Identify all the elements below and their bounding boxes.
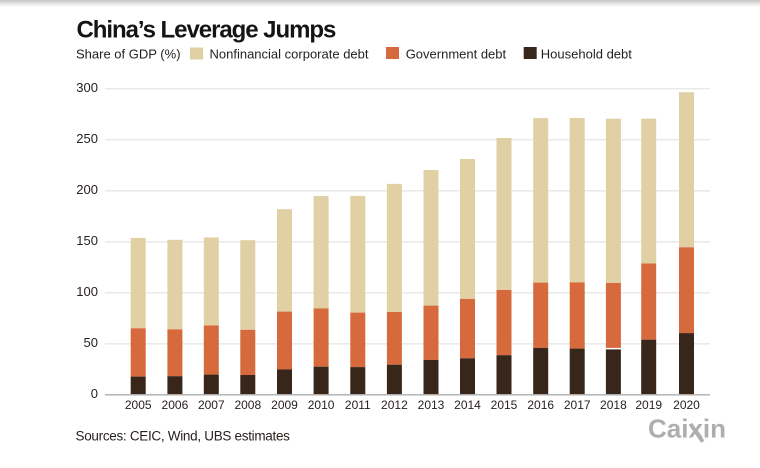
svg-text:Share of GDP (%): Share of GDP (%) <box>76 47 181 62</box>
svg-text:2006: 2006 <box>162 398 189 412</box>
svg-text:Caixin: Caixin <box>648 414 726 444</box>
svg-text:2014: 2014 <box>454 398 481 412</box>
svg-text:2010: 2010 <box>308 398 335 412</box>
svg-text:Household debt: Household debt <box>541 47 632 62</box>
svg-text:Nonfinancial corporate debt: Nonfinancial corporate debt <box>210 47 369 62</box>
svg-text:2015: 2015 <box>491 398 518 412</box>
svg-text:2012: 2012 <box>381 398 408 412</box>
svg-text:2019: 2019 <box>635 398 662 412</box>
svg-text:2005: 2005 <box>125 398 152 412</box>
svg-text:150: 150 <box>76 233 98 248</box>
svg-text:2008: 2008 <box>234 398 261 412</box>
svg-text:China’s Leverage Jumps: China’s Leverage Jumps <box>77 17 336 44</box>
svg-text:2007: 2007 <box>198 398 225 412</box>
svg-text:2009: 2009 <box>271 398 298 412</box>
svg-text:2018: 2018 <box>600 398 627 412</box>
svg-text:2017: 2017 <box>564 398 591 412</box>
svg-text:0: 0 <box>91 386 98 401</box>
svg-text:Sources: CEIC, Wind, UBS estim: Sources: CEIC, Wind, UBS estimates <box>76 429 291 444</box>
svg-text:2016: 2016 <box>527 398 554 412</box>
svg-text:50: 50 <box>84 335 98 350</box>
svg-text:2011: 2011 <box>345 398 371 412</box>
svg-text:100: 100 <box>76 284 98 299</box>
svg-text:2020: 2020 <box>673 398 700 412</box>
svg-text:Government debt: Government debt <box>406 47 507 62</box>
svg-text:2013: 2013 <box>418 398 445 412</box>
svg-text:250: 250 <box>76 131 98 146</box>
svg-text:200: 200 <box>76 182 98 197</box>
svg-text:300: 300 <box>76 80 98 95</box>
